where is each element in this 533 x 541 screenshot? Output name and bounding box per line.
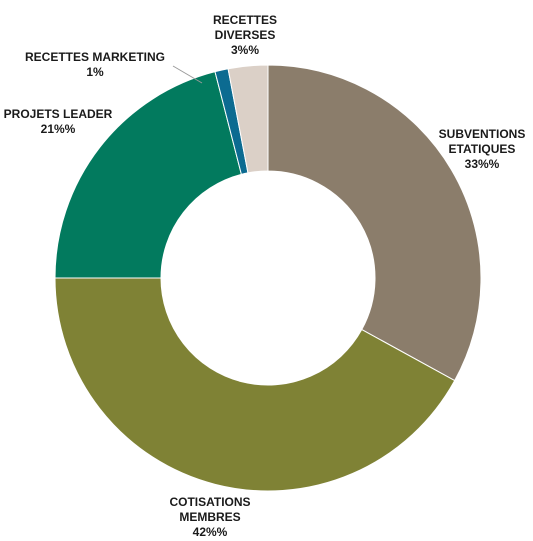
slice-diverses bbox=[227, 64, 269, 174]
value-subventions: 33%% bbox=[464, 157, 500, 171]
value-diverses: 3%% bbox=[230, 43, 259, 57]
label-diverses-line-2: DIVERSES bbox=[214, 28, 276, 42]
slice-cotisations bbox=[54, 277, 456, 492]
label-cotisations-line-1: COTISATIONS bbox=[169, 495, 251, 509]
marketing-leader-line bbox=[172, 65, 203, 84]
label-leader-line-1: PROJETS LEADER bbox=[3, 107, 113, 121]
label-diverses: RECETTES DIVERSES 3%% bbox=[200, 13, 290, 58]
slice-leader bbox=[54, 71, 242, 279]
value-leader: 21%% bbox=[40, 122, 76, 136]
label-marketing-line-1: RECETTES MARKETING bbox=[24, 50, 165, 64]
label-diverses-line-1: RECETTES bbox=[212, 13, 277, 27]
label-cotisations-line-2: MEMBRES bbox=[179, 510, 241, 524]
label-subventions-line-1: SUBVENTIONS bbox=[438, 127, 526, 141]
label-marketing: RECETTES MARKETING 1% bbox=[20, 50, 170, 80]
value-cotisations: 42%% bbox=[192, 525, 228, 539]
value-marketing: 1% bbox=[86, 65, 104, 79]
label-leader: PROJETS LEADER 21%% bbox=[0, 107, 116, 137]
label-cotisations: COTISATIONS MEMBRES 42%% bbox=[155, 495, 265, 540]
slice-subventions bbox=[267, 64, 482, 382]
label-subventions: SUBVENTIONS ETATIQUES 33%% bbox=[432, 127, 532, 172]
label-subventions-line-2: ETATIQUES bbox=[448, 142, 516, 156]
